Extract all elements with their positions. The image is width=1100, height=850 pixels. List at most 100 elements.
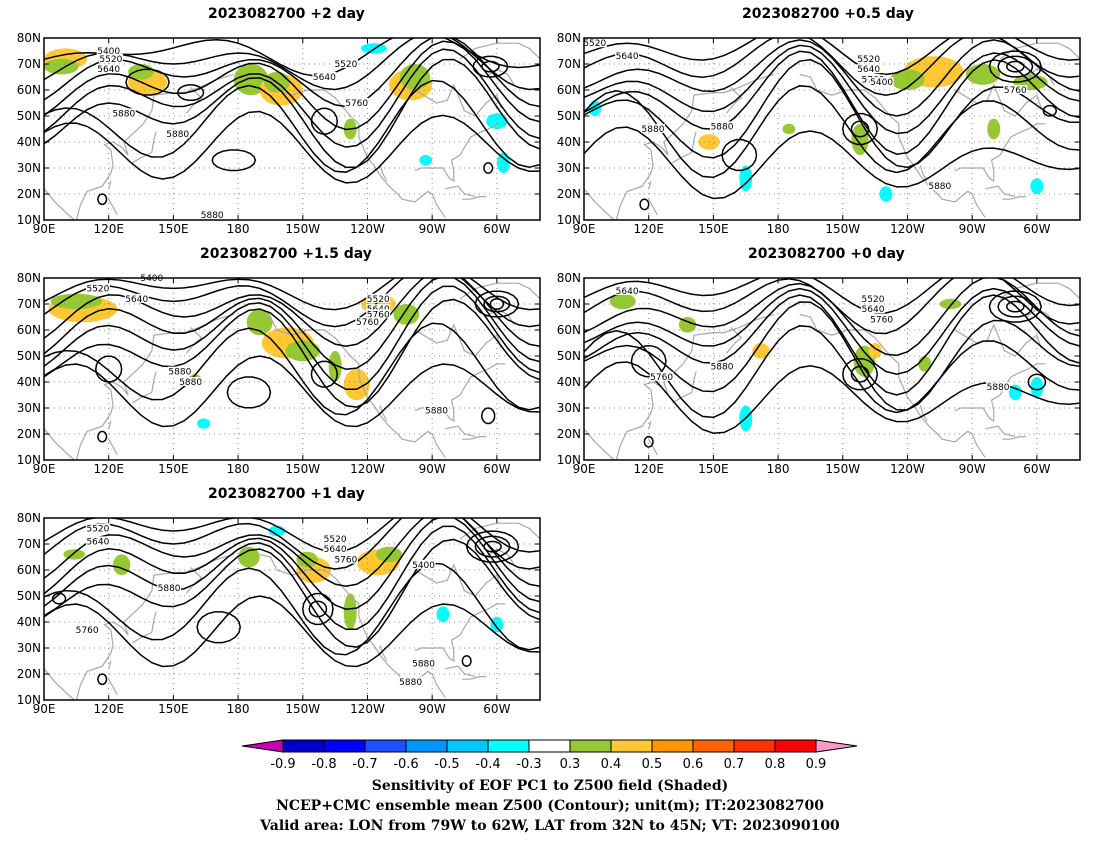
coastline: [462, 196, 487, 200]
contour-label: 5760: [367, 310, 390, 320]
coastline: [954, 123, 1046, 183]
coastline: [379, 645, 388, 662]
colorbar-segment: [487, 739, 530, 753]
contour-label-bg: [366, 293, 391, 303]
lat-tick-label: 40N: [17, 135, 41, 149]
contour-label: 5640: [324, 545, 347, 555]
coastline: [984, 425, 1016, 438]
lat-tick-label: 60N: [17, 83, 41, 97]
panel-title-p3: 2023082700 +1.5 day: [200, 246, 372, 262]
lat-tick-label: 70N: [17, 297, 41, 311]
coastline: [648, 420, 652, 429]
coastline: [185, 326, 203, 354]
shading-layer: [609, 293, 1044, 432]
contour-label: 5880: [425, 407, 448, 417]
z500-contour: [584, 325, 1080, 419]
lon-tick-label: 150W: [825, 222, 860, 236]
coastline: [259, 313, 446, 458]
lat-tick-label: 30N: [17, 161, 41, 175]
z500-contour-closed: [842, 358, 879, 391]
contour-label-bg: [323, 533, 348, 543]
z500-contour-closed: [302, 592, 334, 626]
contour-label: 5880: [158, 584, 181, 594]
colorbar-label: -0.4: [475, 757, 500, 772]
contour-label-bg: [582, 38, 607, 48]
sensitivity-shading: [1030, 376, 1044, 398]
contour-label: 5880: [201, 211, 224, 221]
lon-tick-label: 90W: [959, 462, 986, 476]
coastline-layer: [44, 522, 540, 700]
coastline: [1025, 68, 1055, 86]
coastline: [414, 83, 502, 117]
sensitivity-shading: [752, 343, 770, 359]
lat-tick-label: 20N: [17, 427, 41, 441]
z500-contour: [44, 518, 540, 570]
lat-tick-label: 10N: [17, 213, 41, 227]
z500-contour-closed: [94, 355, 123, 383]
contour-label: 5880: [928, 182, 951, 192]
contour-label: 5880: [412, 660, 435, 670]
colorbar-segment: [651, 739, 694, 753]
contour-label: 5880: [711, 122, 734, 132]
z500-contour: [44, 525, 540, 631]
footer-line-1: Sensitivity of EOF PC1 to Z500 field (Sh…: [371, 778, 729, 794]
lon-tick-label: 150W: [285, 222, 320, 236]
lon-tick-label: 120E: [633, 462, 664, 476]
contour-label-bg: [986, 382, 1011, 392]
lon-tick-label: 60W: [483, 462, 510, 476]
contour-label-bg: [411, 658, 436, 668]
z500-contour: [44, 518, 540, 553]
coastline: [485, 68, 515, 86]
coastline: [919, 405, 928, 422]
coastline: [954, 363, 1046, 423]
contour-label-bg: [615, 286, 640, 295]
contour-label: 5520: [334, 60, 357, 70]
contour-label-bg: [96, 46, 121, 55]
lat-tick-label: 80N: [557, 271, 581, 285]
contour-label: 5400: [870, 78, 893, 88]
z500-contour: [44, 278, 540, 328]
lat-tick-label: 60N: [557, 83, 581, 97]
lat-tick-label: 10N: [557, 213, 581, 227]
colorbar-label: -0.6: [393, 757, 418, 772]
contour-label-bg: [424, 405, 449, 415]
contour-label-bg: [366, 304, 391, 314]
z500-contour: [44, 562, 540, 656]
coastline: [648, 198, 658, 216]
colorbar: -0.9 -0.8 -0.7 -0.6 -0.5 -0.4 -0.3 0.3 0.4 0.5 0.6…: [241, 739, 858, 772]
lon-tick-label: 90E: [33, 222, 56, 236]
sensitivity-shading: [197, 418, 211, 429]
contour-label: 5760: [650, 373, 673, 383]
lon-tick-label: 90E: [33, 462, 56, 476]
contour-label: 5760: [334, 556, 357, 566]
colorbar-label: -0.8: [311, 757, 336, 772]
z500-contour: [44, 110, 540, 184]
coastline: [108, 420, 112, 429]
sensitivity-shading: [238, 546, 260, 568]
z500-contour-closed: [1042, 104, 1058, 117]
coastline: [919, 165, 928, 182]
z500-contour: [44, 518, 540, 611]
lat-tick-label: 20N: [17, 667, 41, 681]
contour-label: 5400: [412, 561, 435, 571]
contour-label-bg: [96, 64, 121, 74]
sensitivity-shading: [376, 546, 402, 563]
colorbar-segment: [446, 739, 489, 753]
coastline: [584, 188, 615, 220]
contour-label-bg: [124, 293, 149, 303]
contour-label: 5520: [99, 55, 122, 65]
sensitivity-shading: [1008, 384, 1022, 401]
contour-label: 5880: [179, 378, 202, 388]
colorbar-arrow-left: [241, 739, 284, 753]
sensitivity-shading: [113, 554, 131, 576]
coastline: [379, 165, 388, 182]
colorbar-segment: [405, 739, 448, 753]
coastline: [999, 282, 1080, 300]
colorbar-arrow-right: [815, 739, 858, 753]
contour-label-bg: [165, 129, 190, 139]
lon-tick-label: 150W: [285, 702, 320, 716]
z500-contour: [44, 595, 540, 668]
coastline: [462, 436, 487, 440]
lon-tick-label: 90E: [33, 702, 56, 716]
contour-label: 5640: [313, 73, 336, 83]
